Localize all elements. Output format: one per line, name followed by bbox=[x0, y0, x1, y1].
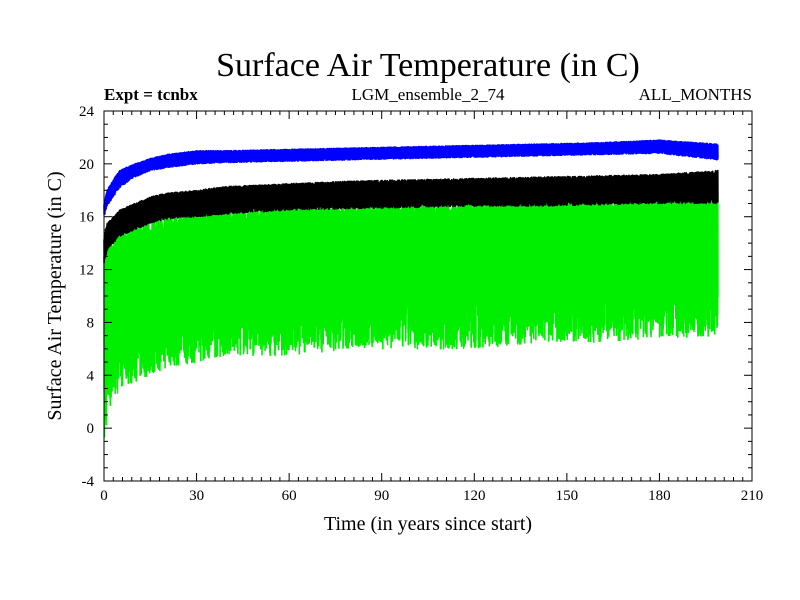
y-tick-label: -4 bbox=[82, 474, 95, 490]
y-tick-label: 8 bbox=[87, 315, 95, 331]
header-center: LGM_ensemble_2_74 bbox=[352, 85, 505, 104]
x-tick-label: 180 bbox=[648, 488, 671, 504]
series-line-green-series bbox=[103, 193, 719, 438]
x-tick-label: 30 bbox=[189, 488, 204, 504]
plot-data bbox=[103, 139, 719, 438]
x-tick-label: 0 bbox=[100, 488, 108, 504]
series-black-series bbox=[103, 169, 719, 264]
y-axis-label: Surface Air Temperature (in C) bbox=[44, 171, 66, 420]
x-tick-label: 60 bbox=[282, 488, 297, 504]
series-blue-series bbox=[103, 139, 719, 216]
x-tick-label: 120 bbox=[463, 488, 486, 504]
y-tick-label: 4 bbox=[87, 368, 95, 384]
x-tick-label: 210 bbox=[741, 488, 764, 504]
series-green-series bbox=[103, 193, 719, 438]
header-left: Expt = tcnbx bbox=[104, 85, 198, 104]
y-tick-label: 16 bbox=[79, 210, 95, 226]
axis-tick-labels: 0 30 60 90 120 150 180 210 -4 0 4 8 12 16 20 24 bbox=[79, 104, 763, 504]
chart-title: Surface Air Temperature (in C) bbox=[216, 47, 640, 84]
x-tick-label: 90 bbox=[374, 488, 389, 504]
x-tick-label: 150 bbox=[556, 488, 579, 504]
y-tick-label: 20 bbox=[79, 157, 94, 173]
y-tick-label: 0 bbox=[87, 421, 95, 437]
plot-frame bbox=[103, 110, 753, 482]
header-right: ALL_MONTHS bbox=[639, 85, 752, 104]
y-tick-label: 12 bbox=[79, 263, 94, 279]
x-axis-label: Time (in years since start) bbox=[324, 513, 532, 535]
series-line-black-series bbox=[103, 169, 719, 264]
series-line-blue-series bbox=[103, 139, 719, 216]
y-tick-label: 24 bbox=[79, 104, 95, 120]
